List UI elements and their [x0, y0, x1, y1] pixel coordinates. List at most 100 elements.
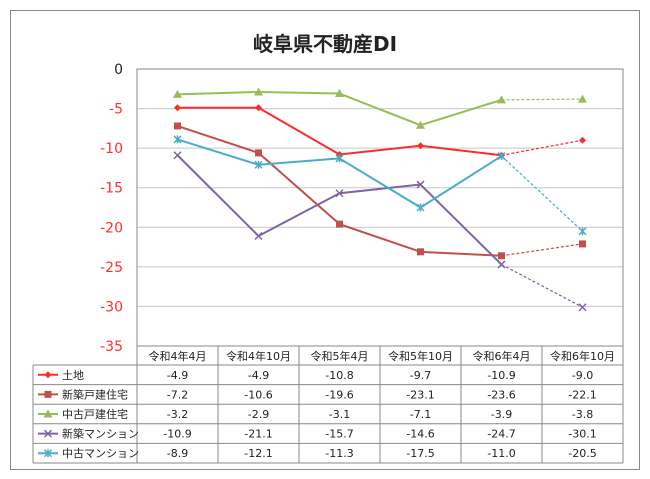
- chart-frame: [10, 10, 640, 470]
- table-value: -21.1: [244, 428, 272, 441]
- table-value: -3.8: [572, 408, 593, 421]
- series-line-segment: [176, 154, 260, 237]
- data-point: [416, 180, 425, 189]
- table-value: -9.7: [410, 369, 431, 382]
- series-line-segment: [501, 243, 583, 257]
- series-line-segment: [338, 157, 422, 209]
- data-point: [173, 135, 182, 144]
- series-line-segment: [420, 98, 502, 127]
- table-value: -3.1: [329, 408, 350, 421]
- data-point: [497, 95, 506, 104]
- table-value: -9.0: [572, 369, 593, 382]
- table-value: -7.1: [410, 408, 431, 421]
- table-value: -15.7: [325, 428, 353, 441]
- x-category-label: 令和6年10月: [550, 349, 615, 363]
- legend-label: 新築マンション: [62, 427, 139, 441]
- data-point: [579, 240, 586, 248]
- table-value: -10.9: [163, 428, 191, 441]
- series-line-segment: [420, 250, 502, 257]
- data-point: [44, 371, 52, 379]
- table-value: -23.6: [487, 388, 515, 401]
- data-point: [43, 449, 53, 458]
- y-tick-label: -15: [100, 181, 123, 197]
- series-line-segment: [258, 192, 340, 237]
- series-line-segment: [339, 183, 421, 195]
- series-line-segment: [258, 106, 340, 156]
- legend-label: 土地: [62, 369, 84, 382]
- data-point: [43, 409, 53, 418]
- data-point: [417, 248, 424, 256]
- data-point: [255, 149, 262, 157]
- data-point: [43, 429, 53, 438]
- x-category-label: 令和5年10月: [388, 349, 453, 363]
- table-value: -19.6: [325, 388, 353, 401]
- x-category-label: 令和4年4月: [149, 349, 207, 363]
- series-line-segment: [420, 144, 502, 157]
- table-value: -14.6: [406, 428, 434, 441]
- series-line-segment: [258, 90, 340, 95]
- data-point: [416, 203, 425, 212]
- x-category-label: 令和5年4月: [311, 349, 369, 363]
- data-point: [578, 94, 587, 103]
- y-tick-label: -20: [100, 220, 123, 236]
- data-point: [174, 122, 181, 130]
- data-point: [174, 104, 181, 112]
- data-point: [254, 231, 263, 241]
- data-point: [335, 154, 344, 163]
- table-value: -11.3: [325, 447, 353, 460]
- series-line-segment: [177, 138, 259, 166]
- table-value: -4.9: [167, 369, 188, 382]
- legend-label: 新築戸建住宅: [62, 387, 128, 401]
- table-value: -10.6: [244, 388, 272, 401]
- chart-title: 岐阜県不動産DI: [252, 32, 398, 56]
- table-value: -23.1: [406, 388, 434, 401]
- data-point: [44, 390, 52, 398]
- data-point: [254, 160, 263, 169]
- y-tick-label: -35: [100, 339, 123, 355]
- y-tick-label: -10: [100, 141, 123, 157]
- data-point: [497, 260, 506, 269]
- table-value: -20.5: [568, 447, 596, 460]
- series-4: 新築マンション -10.9 -21.1 -15.7 -14.6 -24.7 -30.1: [38, 151, 597, 441]
- table-value: -2.9: [248, 408, 269, 421]
- data-point: [579, 136, 586, 144]
- series-line-segment: [339, 92, 421, 127]
- series-line-segment: [501, 155, 583, 232]
- legend-label: 中古マンション: [62, 447, 139, 460]
- x-category-label: 令和6年4月: [473, 349, 531, 363]
- y-tick-label: -25: [100, 260, 123, 276]
- y-tick-label: -30: [100, 299, 123, 315]
- table-value: -30.1: [568, 428, 596, 441]
- data-point: [578, 303, 587, 312]
- x-category-label: 令和4年10月: [226, 349, 291, 363]
- series-line-segment: [501, 263, 583, 308]
- data-point: [335, 89, 344, 98]
- series-line-segment: [339, 144, 421, 156]
- y-tick-label: 0: [114, 62, 123, 78]
- series-line-segment: [257, 152, 341, 225]
- series-2: 新築戸建住宅 -7.2 -10.6 -19.6 -23.1 -23.6 -22.1: [38, 122, 597, 401]
- series-1: 土地 -4.9 -4.9 -10.8 -9.7 -10.9 -9.0: [38, 104, 593, 382]
- series-line-segment: [501, 139, 583, 156]
- data-point: [254, 87, 263, 96]
- data-point: [498, 252, 505, 260]
- table-value: -3.9: [491, 408, 512, 421]
- table-value: -24.7: [487, 428, 515, 441]
- table-value: -12.1: [244, 447, 272, 460]
- series-3: 中古戸建住宅 -3.2 -2.9 -3.1 -7.1 -3.9 -3.8: [38, 87, 593, 421]
- series-line-segment: [339, 223, 421, 253]
- data-point: [336, 220, 343, 228]
- data-point: [416, 120, 425, 129]
- table-value: -17.5: [406, 447, 434, 460]
- table-value: -10.9: [487, 369, 515, 382]
- data-point: [417, 142, 424, 150]
- table-value: -10.8: [325, 369, 353, 382]
- table-value: -4.9: [248, 369, 269, 382]
- legend-label: 中古戸建住宅: [62, 407, 128, 421]
- series-line-segment: [177, 90, 259, 96]
- y-tick-label: -5: [109, 102, 123, 118]
- data-point: [255, 104, 262, 112]
- plot-area: [136, 68, 624, 347]
- data-point: [578, 227, 587, 236]
- series-line-segment: [258, 157, 340, 166]
